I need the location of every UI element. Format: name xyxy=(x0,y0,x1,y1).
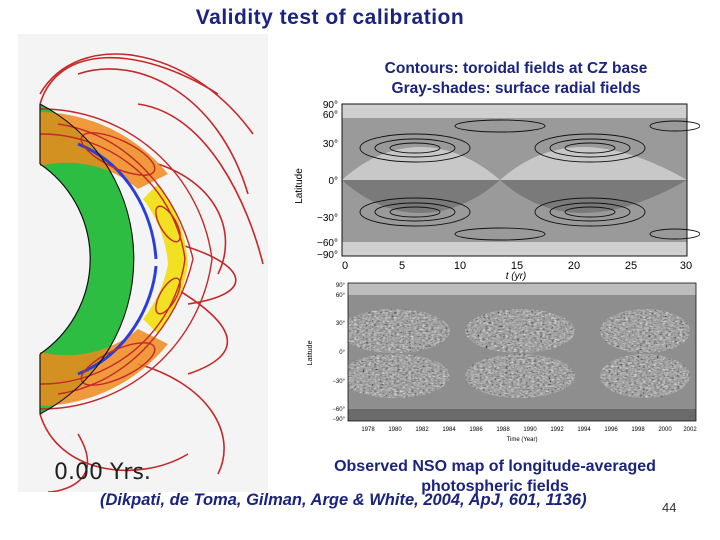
citation: (Dikpati, de Toma, Gilman, Arge & White,… xyxy=(100,491,587,509)
observed-ytick: 0° xyxy=(339,350,345,356)
model-ytick: 0° xyxy=(328,176,338,187)
model-ytick: −30° xyxy=(317,213,338,224)
observed-ytick: 60° xyxy=(336,293,346,299)
observed-xtick: 1992 xyxy=(550,427,564,433)
observed-ytick: −30° xyxy=(332,379,345,385)
observed-xtick: 1996 xyxy=(604,427,618,433)
model-ytick: 90° xyxy=(323,100,338,111)
observed-butterfly-map: Latitude 90° 60° 30° 0° −30° −60° −90° 1… xyxy=(300,281,700,444)
observed-xlabel: Time (Year) xyxy=(507,437,538,443)
caption-bottom: Observed NSO map of longitude-averaged p… xyxy=(334,458,656,495)
observed-xtick: 1988 xyxy=(496,427,510,433)
model-xlabel: t (yr) xyxy=(506,271,527,281)
model-butterfly-plot: Latitude 90° 60° 30° 0° −30° −60° −90° 0… xyxy=(290,96,701,282)
observed-xtick: 1982 xyxy=(415,427,429,433)
model-xtick: 15 xyxy=(511,260,523,272)
model-ytick: −60° xyxy=(317,238,338,249)
observed-xtick: 1978 xyxy=(361,427,375,433)
model-ytick: 30° xyxy=(323,139,338,150)
observed-ytick: 30° xyxy=(336,321,346,327)
toroidal-contours xyxy=(359,119,701,241)
observed-ytick: 90° xyxy=(336,283,346,289)
model-ytick: 60° xyxy=(323,110,338,121)
observed-xtick: 1994 xyxy=(577,427,591,433)
observed-xtick: 1998 xyxy=(631,427,645,433)
slide-title: Validity test of calibration xyxy=(195,6,465,29)
model-ytick: −90° xyxy=(317,250,338,261)
caption-top: Contours: toroidal fields at CZ base Gra… xyxy=(384,60,648,97)
observed-xtick: 1984 xyxy=(442,427,456,433)
observed-ytick: −90° xyxy=(332,417,345,423)
observed-xtick: 2000 xyxy=(658,427,672,433)
model-xtick: 20 xyxy=(568,260,580,272)
surface-field-bands xyxy=(342,104,687,256)
model-xtick: 10 xyxy=(454,260,466,272)
model-xtick: 30 xyxy=(680,260,692,272)
observed-xtick: 2002 xyxy=(683,427,697,433)
model-ylabel: Latitude xyxy=(294,168,305,204)
observed-xtick: 1990 xyxy=(523,427,537,433)
page-number: 44 xyxy=(662,500,677,515)
observed-ytick: −60° xyxy=(332,407,345,413)
observed-xtick: 1980 xyxy=(388,427,402,433)
observed-ylabel: Latitude xyxy=(307,340,314,365)
model-xtick: 0 xyxy=(342,260,348,272)
model-xtick: 25 xyxy=(625,260,637,272)
observed-xtick: 1986 xyxy=(469,427,483,433)
simulation-timestamp: 0.00 Yrs. xyxy=(54,460,151,485)
model-xtick: 5 xyxy=(399,260,405,272)
dynamo-simulation-image xyxy=(18,34,268,493)
